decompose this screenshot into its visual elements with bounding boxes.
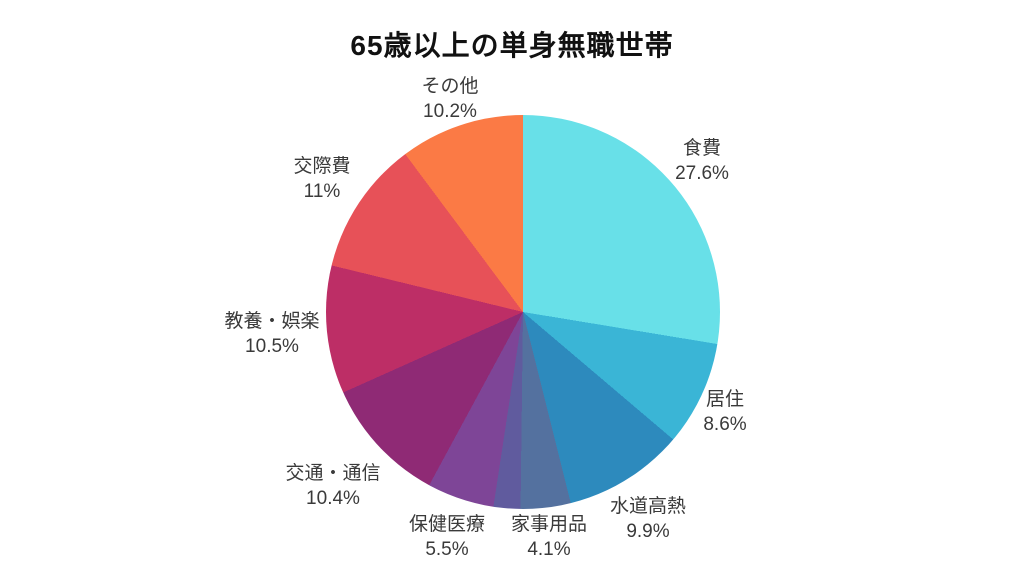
label-social-expenses-value: 11%: [303, 181, 341, 202]
label-healthcare-value: 5.5%: [425, 539, 469, 560]
label-transport-communication-value: 10.4%: [306, 488, 360, 509]
label-utilities-value: 9.9%: [626, 521, 670, 542]
label-social-expenses-name: 交際費: [293, 156, 351, 177]
label-healthcare: 保健医療 5.5%: [409, 512, 485, 562]
label-education-entertainment-name: 教養・娯楽: [224, 311, 320, 332]
label-household-goods: 家事用品 4.1%: [511, 512, 587, 562]
label-housing-name: 居住: [705, 389, 744, 410]
label-household-goods-name: 家事用品: [510, 514, 588, 535]
label-other: その他 10.2%: [421, 74, 478, 124]
label-food-value: 27.6%: [675, 163, 729, 184]
pie-chart: [326, 115, 720, 509]
label-food: 食費 27.6%: [675, 136, 729, 186]
label-education-entertainment: 教養・娯楽 10.5%: [224, 309, 319, 359]
label-education-entertainment-value: 10.5%: [245, 336, 299, 357]
label-utilities-name: 水道高熱: [609, 496, 687, 517]
label-housing-value: 8.6%: [703, 414, 747, 435]
label-household-goods-value: 4.1%: [527, 539, 571, 560]
label-housing: 居住 8.6%: [703, 387, 746, 437]
label-other-name: その他: [421, 76, 479, 97]
label-healthcare-name: 保健医療: [408, 514, 486, 535]
label-other-value: 10.2%: [423, 101, 477, 122]
label-utilities: 水道高熱 9.9%: [610, 494, 686, 544]
label-transport-communication-name: 交通・通信: [285, 463, 381, 484]
label-social-expenses: 交際費 11%: [293, 154, 350, 204]
label-transport-communication: 交通・通信 10.4%: [285, 461, 380, 511]
label-food-name: 食費: [682, 138, 721, 159]
chart-title: 65歳以上の単身無職世帯: [350, 30, 674, 61]
